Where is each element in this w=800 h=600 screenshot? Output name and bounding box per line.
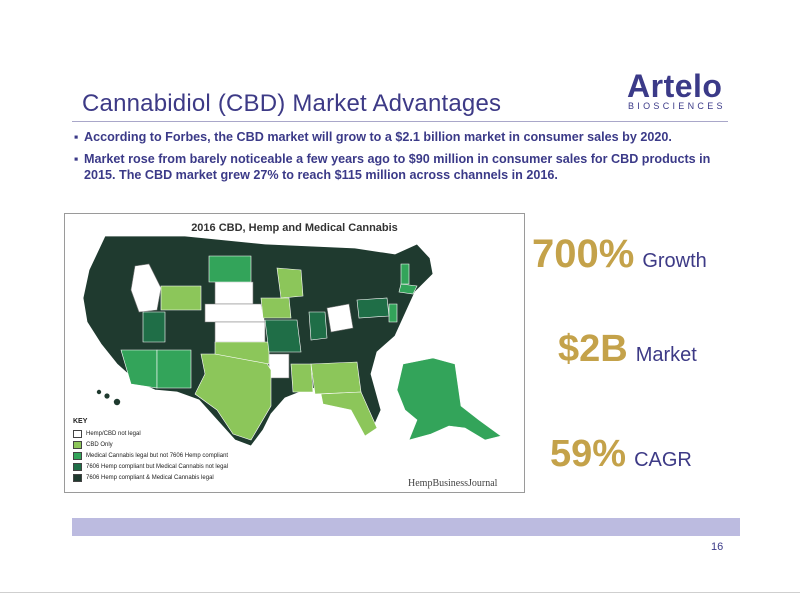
- bullet-marker-icon: ▪: [74, 130, 79, 144]
- state-ohio: [326, 303, 354, 333]
- stat-label: Growth: [642, 250, 707, 272]
- state-massachusetts: [398, 283, 418, 295]
- page-number: 16: [711, 541, 724, 553]
- state-indiana: [308, 311, 328, 341]
- stat-growth: 700% Growth: [532, 232, 707, 277]
- legend-title: KEY: [73, 418, 88, 425]
- bullet-text: Market rose from barely noticeable a few…: [84, 152, 711, 182]
- legend-label: Medical Cannabis legal but not 7606 Hemp…: [86, 452, 229, 459]
- logo-subtitle: BIOSCIENCES: [628, 101, 726, 111]
- stat-label: CAGR: [634, 449, 692, 471]
- bullet-marker-icon: ▪: [74, 152, 79, 166]
- bullet-text: According to Forbes, the CBD market will…: [84, 130, 672, 144]
- stat-value: $2B: [558, 328, 628, 370]
- state-mississippi: [290, 363, 314, 393]
- state-hawaii-island-a: [96, 389, 102, 395]
- state-iowa: [260, 297, 292, 319]
- state-hawaii-island-b: [104, 393, 110, 399]
- state-new-hampshire: [400, 263, 410, 285]
- state-oklahoma: [214, 341, 270, 365]
- state-alabama-georgia-region: [310, 361, 362, 395]
- bullet-list: ▪ According to Forbes, the CBD market wi…: [74, 129, 734, 189]
- stat-value: 700%: [532, 232, 635, 276]
- legend-item: 7606 Hemp compliant & Medical Cannabis l…: [73, 472, 228, 483]
- legend-swatch: [73, 440, 82, 449]
- map-legend: KEY Hemp/CBD not legal CBD Only Medical …: [73, 418, 228, 483]
- state-pennsylvania: [356, 297, 390, 319]
- state-kansas: [214, 321, 266, 343]
- state-florida: [320, 391, 378, 437]
- legend-label: 7606 Hemp compliant & Medical Cannabis l…: [86, 474, 214, 481]
- stat-market: $2B Market: [558, 328, 697, 371]
- legend-swatch: [73, 473, 82, 482]
- legend-item: CBD Only: [73, 439, 228, 450]
- us-map-graphic: [82, 235, 502, 447]
- artelo-logo: Artelo BIOSCIENCES: [624, 70, 734, 114]
- state-new-mexico: [156, 349, 192, 389]
- us-cannabis-map: 2016 CBD, Hemp and Medical Cannabis KEY …: [64, 213, 525, 493]
- state-wisconsin: [276, 267, 304, 299]
- legend-label: Hemp/CBD not legal: [86, 430, 141, 437]
- stat-cagr: 59% CAGR: [550, 433, 692, 476]
- state-wyoming: [160, 285, 202, 311]
- stat-label: Market: [635, 344, 697, 366]
- map-title: 2016 CBD, Hemp and Medical Cannabis: [191, 222, 398, 234]
- legend-label: 7606 Hemp compliant but Medical Cannabis…: [86, 463, 229, 470]
- state-missouri: [264, 319, 302, 353]
- state-nebraska: [204, 303, 266, 323]
- bottom-divider: [0, 592, 800, 593]
- stat-value: 59%: [550, 433, 627, 475]
- legend-swatch: [73, 429, 82, 438]
- legend-swatch: [73, 462, 82, 471]
- legend-item: Medical Cannabis legal but not 7606 Hemp…: [73, 450, 228, 461]
- state-arkansas: [268, 353, 290, 379]
- logo-wordmark: Artelo: [627, 68, 723, 104]
- state-utah: [142, 311, 166, 343]
- state-alaska: [396, 357, 502, 441]
- state-north-dakota: [208, 255, 252, 283]
- state-south-dakota: [214, 281, 254, 305]
- legend-item: Hemp/CBD not legal: [73, 428, 228, 439]
- legend-swatch: [73, 451, 82, 460]
- state-idaho-region: [130, 263, 162, 313]
- state-arizona: [120, 349, 158, 389]
- slide-title: Cannabidiol (CBD) Market Advantages: [82, 90, 502, 117]
- legend-label: CBD Only: [86, 441, 113, 448]
- bullet-item: ▪ Market rose from barely noticeable a f…: [74, 151, 734, 183]
- footer-band: [72, 518, 740, 536]
- state-hawaii-island-c: [113, 398, 121, 406]
- bullet-item: ▪ According to Forbes, the CBD market wi…: [74, 129, 734, 145]
- title-divider: [72, 121, 728, 122]
- legend-item: 7606 Hemp compliant but Medical Cannabis…: [73, 461, 228, 472]
- map-credit: HempBusinessJournal: [408, 478, 498, 489]
- state-new-jersey: [388, 303, 398, 323]
